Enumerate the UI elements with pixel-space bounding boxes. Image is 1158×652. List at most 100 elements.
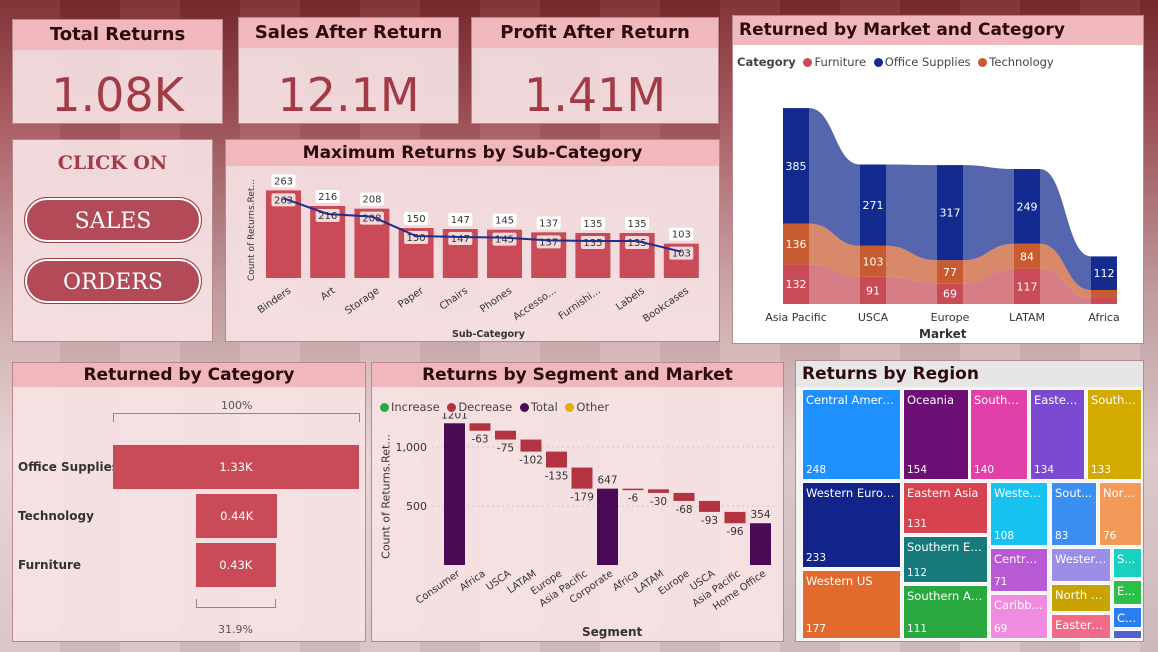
x-tick-label: Asia Pacific	[765, 311, 827, 324]
line-label: 150	[407, 214, 426, 225]
treemap-tile[interactable]: E...	[1113, 580, 1142, 605]
legend-dot	[565, 403, 575, 412]
segment-label: 249	[1017, 200, 1038, 213]
sales-button[interactable]: SALES	[24, 197, 202, 243]
treemap-tile[interactable]: Southern Asia 111	[903, 585, 988, 639]
treemap-tile[interactable]: S...	[1113, 548, 1142, 578]
x-tick-label: Chairs	[438, 285, 470, 312]
tile-label: Southern Eu...	[907, 540, 988, 554]
top-bracket	[113, 413, 360, 422]
segment-label: 77	[943, 266, 957, 279]
line-label: 103	[672, 230, 691, 241]
ribbon	[1040, 268, 1091, 304]
y-axis-title: Count of Returns.Ret...	[247, 178, 257, 282]
tile-label: C...	[1117, 611, 1136, 625]
bar-label: 147	[451, 234, 470, 245]
stack-segment	[937, 165, 963, 261]
bar-label: 103	[672, 249, 691, 260]
chart-title: Returned by Category	[13, 363, 365, 387]
line-label-bg	[271, 174, 296, 188]
value-label: -93	[701, 515, 718, 527]
waterfall-bar	[546, 451, 567, 468]
tile-label: Southern Asia	[907, 589, 988, 603]
x-tick-label: Art	[319, 285, 338, 303]
legend-item-decrease[interactable]: Decrease	[443, 400, 512, 414]
bar-label: 208	[362, 214, 381, 225]
legend-item-other[interactable]: Other	[561, 400, 609, 414]
bar-label-bg	[625, 236, 650, 249]
bar-label-bg	[448, 232, 473, 245]
treemap-tile[interactable]: North Af...	[1051, 584, 1111, 612]
waterfall-bar	[571, 467, 593, 489]
segment-label: 91	[866, 284, 880, 297]
treemap-tile[interactable]: Western...	[1051, 548, 1111, 582]
treemap-tile[interactable]: Central... 71	[990, 548, 1048, 592]
bar-value-label: 1.33K	[219, 460, 253, 474]
treemap-tile[interactable]: Caribb... 69	[990, 594, 1048, 639]
top-percent: 100%	[221, 399, 253, 412]
treemap-tile[interactable]: South ... 133	[1087, 389, 1142, 480]
treemap-tile[interactable]: Eastern Asia 131	[903, 482, 988, 534]
segment-label: 132	[786, 278, 807, 291]
treemap-tile[interactable]: Eastern... 134	[1030, 389, 1085, 480]
stack-segment	[1091, 256, 1117, 290]
treemap-tile[interactable]: Nort... 76	[1099, 482, 1142, 546]
legend-item-technology[interactable]: Technology	[974, 55, 1054, 69]
legend-item-furniture[interactable]: Furniture	[799, 55, 866, 69]
treemap-tile[interactable]: Western Europe 233	[802, 482, 901, 568]
ribbon	[963, 268, 1014, 304]
value-label: -179	[570, 492, 594, 504]
treemap-tile[interactable]: Southern Eu... 112	[903, 536, 988, 583]
ribbon	[1040, 169, 1091, 290]
segment-label: 385	[786, 160, 807, 173]
ribbon-plot: 132 136 385 Asia Pacific 91 103 271 USCA 69 77 317…	[765, 108, 1120, 324]
orders-button[interactable]: ORDERS	[24, 258, 202, 304]
line-label-bg	[536, 216, 561, 230]
tile-value: 83	[1055, 530, 1069, 542]
tile-value: 233	[806, 552, 827, 564]
category-name: Office Supplies	[18, 460, 119, 474]
subcat-chart: Maximum Returns by Sub-Category 263 263 Bi…	[225, 139, 720, 342]
legend-dot	[873, 58, 883, 67]
tile-value: 154	[907, 464, 928, 476]
kpi-profit-after-return: Profit After Return 1.41M	[471, 17, 719, 124]
line-label: 263	[274, 176, 293, 187]
ribbon	[963, 243, 1014, 284]
x-axis-title: Segment	[582, 625, 643, 639]
waterfall-bar	[495, 430, 516, 440]
value-label: -6	[628, 492, 639, 504]
legend-item-increase[interactable]: Increase	[376, 400, 440, 414]
legend: Increase Decrease Total Other	[376, 400, 609, 414]
line-label: 145	[495, 216, 514, 227]
treemap-tile[interactable]: Western... 108	[990, 482, 1048, 546]
treemap-body: Central America 248 Western Europe 233 Weste…	[802, 389, 1142, 639]
treemap-tile[interactable]: Eastern ...	[1051, 614, 1111, 639]
category-bar[interactable]: 1.33K	[113, 445, 359, 489]
value-label: -102	[519, 455, 543, 467]
stack-segment	[783, 264, 809, 304]
tile-label: Western US	[806, 574, 873, 588]
legend-item-office-supplies[interactable]: Office Supplies	[870, 55, 971, 69]
treemap-tile[interactable]	[1113, 630, 1142, 639]
waterfall-chart: Returns by Segment and Market Increase D…	[371, 362, 784, 642]
x-tick-label: USCA	[858, 311, 889, 324]
treemap-tile[interactable]: Oceania 154	[903, 389, 969, 480]
category-bar[interactable]: 0.43K	[196, 543, 276, 587]
tile-label: North Af...	[1055, 588, 1111, 602]
legend-item-total[interactable]: Total	[516, 400, 558, 414]
treemap-tile[interactable]: Central America 248	[802, 389, 901, 480]
waterfall-bar	[648, 489, 669, 493]
market-category-chart: Returned by Market and Category Category…	[732, 15, 1144, 344]
segment-label: 84	[1020, 250, 1034, 263]
stack-segment	[860, 276, 886, 304]
bar-label: 135	[628, 238, 647, 249]
treemap-tile[interactable]: Sout... 83	[1051, 482, 1097, 546]
kpi-title: Total Returns	[13, 20, 222, 50]
ribbon	[809, 223, 860, 277]
category-bar[interactable]: 0.44K	[196, 494, 278, 538]
treemap-tile[interactable]: Western US 177	[802, 570, 901, 639]
x-tick-label: Accesso...	[511, 285, 558, 323]
bar-label-bg	[359, 211, 384, 225]
treemap-tile[interactable]: Southe... 140	[970, 389, 1028, 480]
treemap-tile[interactable]: C...	[1113, 607, 1142, 628]
